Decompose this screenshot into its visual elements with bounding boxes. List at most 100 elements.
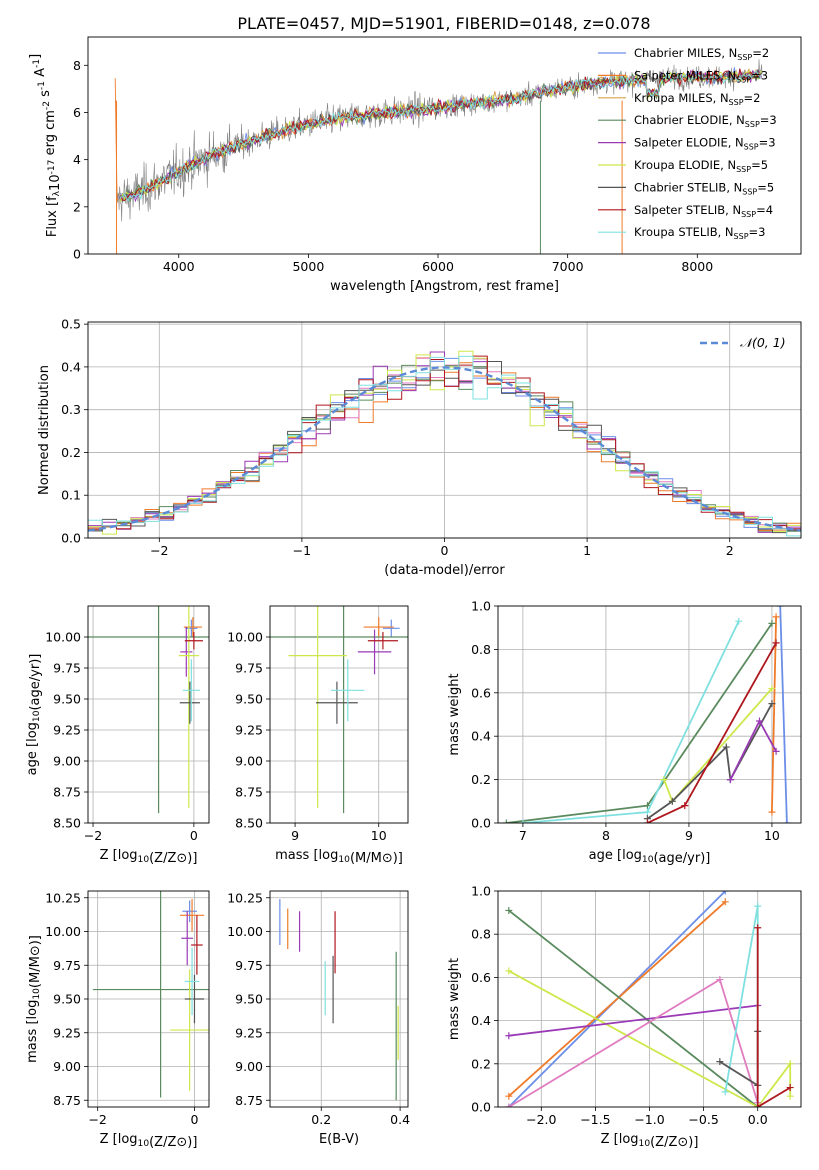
x-axis-label: mass [log10(M/M⊙)]: [275, 848, 403, 866]
errorbar-point-4: [180, 627, 193, 677]
y-tick-label: 9.50: [53, 992, 81, 1007]
x-axis-label: age [log10(age/yr)]: [589, 848, 711, 866]
y-tick-label: 0.4: [471, 729, 491, 744]
legend-label: Kroupa ELODIE, NSSP=5: [634, 158, 768, 174]
y-tick-label: 9.50: [235, 692, 263, 707]
y-tick-label: 10.00: [45, 630, 81, 645]
legend-label: Chabrier STELIB, NSSP=5: [634, 180, 774, 196]
series-line-3: [508, 970, 792, 1107]
axes-frame: [87, 321, 802, 539]
chart-mass-vs-Z: −2 0 8.75 9.00 9.25 9.50 9.75 10.00 10.25 Z [log1…: [25, 890, 210, 1150]
series-marker: [502, 819, 510, 823]
y-tick-label: 0.1: [61, 488, 81, 503]
series-marker: [768, 808, 776, 816]
series-marker: [660, 776, 668, 784]
y-tick-label: 1.0: [471, 884, 491, 899]
series-marker: [643, 808, 651, 816]
x-axis-label: E(B-V): [319, 1132, 359, 1147]
y-tick-label: 9.50: [235, 992, 263, 1007]
y-tick-label: 1.0: [471, 599, 491, 614]
series-marker: [519, 819, 527, 823]
errorbar-point-3: [181, 911, 194, 966]
y-tick-label: 0.2: [61, 445, 81, 460]
y-tick-label: 0.2: [471, 772, 491, 787]
plot-area: [88, 606, 209, 814]
errorbar-point-2: [92, 891, 209, 1098]
y-tick-label: 10.00: [45, 924, 81, 939]
x-tick-label: −1: [293, 543, 311, 558]
legend-label: Chabrier ELODIE, NSSP=3: [634, 113, 777, 129]
x-tick-label: 8000: [681, 259, 713, 274]
y-tick-label: 9.00: [235, 754, 263, 769]
series-marker: [643, 819, 651, 823]
series-marker: [505, 906, 513, 914]
y-tick-label: 0.4: [61, 359, 81, 374]
y-tick-label: 0.8: [471, 642, 491, 657]
y-tick-label: 0.3: [61, 402, 81, 417]
x-tick-label: −2: [84, 828, 102, 843]
y-tick-label: 9.25: [53, 1025, 81, 1040]
y-tick-label: 6: [73, 105, 81, 120]
axes-frame: [87, 605, 210, 824]
x-tick-label: 0.2: [311, 1112, 331, 1127]
y-axis-label: mass weight: [447, 958, 462, 1040]
x-tick-label: 7000: [552, 259, 584, 274]
y-tick-label: 8.75: [235, 785, 263, 800]
errorbar-point-7: [184, 632, 203, 650]
series-line-8: [756, 927, 791, 1107]
series-marker: [721, 898, 729, 906]
y-axis-label: Flux [fλ10-17 erg cm-2 s-1 A-1]: [28, 54, 63, 237]
legend-label: Kroupa MILES, NSSP=2: [634, 91, 760, 107]
y-tick-label: 9.00: [53, 1059, 81, 1074]
axes-frame: [497, 890, 802, 1108]
chart-age-vs-Z: −2 0 8.50 8.75 9.00 9.25 9.50 9.75 10.00 Z [log10…: [25, 605, 210, 866]
series-line-1: [508, 901, 726, 1097]
series-marker: [768, 700, 776, 708]
y-tick-label: 0.6: [471, 970, 491, 985]
y-tick-label: 0.5: [61, 317, 81, 332]
x-tick-label: −1.0: [634, 1112, 664, 1127]
x-tick-label: 10: [371, 828, 387, 843]
errorbar-point-0: [382, 619, 400, 637]
y-axis-label: age [log10(age/yr)]: [25, 654, 43, 776]
y-tick-label: 9.00: [53, 754, 81, 769]
series-marker: [505, 967, 513, 975]
chart-residuals: −2 −1 0 1 2 0.0 0.1 0.2 0.3 0.4 0.5 (data-model)/er…: [37, 317, 802, 578]
x-axis-label: Z [log10(Z/Z⊙)]: [601, 1132, 699, 1150]
errorbar-point-0: [185, 619, 198, 637]
series-marker: [668, 797, 676, 805]
figure-title: PLATE=0457, MJD=51901, FIBERID=0148, z=0…: [237, 14, 650, 33]
series-line-5: [508, 978, 759, 1107]
series-marker: [754, 1103, 762, 1107]
plot-area: [505, 891, 794, 1107]
histogram-8: [88, 355, 801, 537]
y-tick-label: 9.75: [53, 958, 81, 973]
x-tick-label: −0.5: [688, 1112, 718, 1127]
y-tick-label: 0.0: [471, 816, 491, 831]
series-marker: [772, 747, 780, 755]
series-line-2: [508, 909, 759, 1107]
series-marker: [772, 613, 780, 621]
chart-spectrum: 4000 5000 6000 7000 8000 0 2 4 6 8 wavelength [Ang…: [28, 36, 802, 294]
series-line-0: [779, 606, 788, 823]
chart-massweight-vs-age: 7 8 9 10 0.0 0.2 0.4 0.6 0.8 1.0 age [log10(age/yr…: [447, 599, 802, 866]
y-tick-label: 8.50: [53, 816, 81, 831]
y-tick-label: 9.25: [235, 723, 263, 738]
y-tick-label: 9.50: [53, 692, 81, 707]
errorbar-point-6: [179, 681, 200, 724]
y-tick-label: 4: [73, 152, 81, 167]
x-tick-label: 7: [519, 828, 527, 843]
y-tick-label: 0: [73, 247, 81, 262]
x-tick-label: 9: [685, 828, 693, 843]
x-tick-label: 1: [583, 543, 591, 558]
series-marker: [783, 819, 791, 823]
chart-mass-vs-EBV: 0.2 0.4 8.75 9.00 9.25 9.50 9.75 10.00 10.25 E(B-…: [227, 890, 410, 1147]
axes-frame: [497, 605, 802, 824]
x-tick-label: −2: [88, 1112, 106, 1127]
chart-age-vs-mass: 9 10 8.50 8.75 9.00 9.25 9.50 9.75 10.00 mass [lo…: [227, 605, 409, 866]
plot-area: [92, 891, 209, 1098]
x-tick-label: −2: [150, 543, 168, 558]
y-tick-label: 9.75: [235, 958, 263, 973]
x-axis-label: Z [log10(Z/Z⊙)]: [100, 1132, 198, 1150]
y-tick-label: 10.25: [45, 890, 81, 905]
